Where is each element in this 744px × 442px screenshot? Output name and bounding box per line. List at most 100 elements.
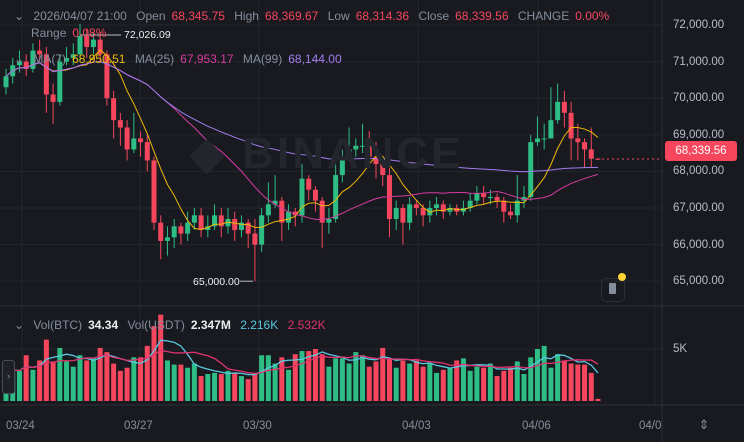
volume-tick: 5K — [673, 343, 688, 355]
volume-bar — [575, 364, 581, 401]
candle-body — [373, 156, 379, 165]
volume-bar — [185, 367, 191, 401]
price-tick: 66,000.00 — [673, 238, 725, 251]
volume-bar — [299, 351, 305, 401]
volume-bar — [555, 354, 561, 401]
candle-body — [312, 189, 318, 201]
candle-body — [138, 138, 144, 143]
volume-bar — [212, 372, 218, 401]
candle-body — [131, 138, 137, 150]
candle-body — [151, 160, 157, 223]
volume-bar — [521, 373, 527, 401]
candle-body — [50, 94, 56, 102]
volume-bar — [306, 351, 312, 401]
volume-bar — [164, 360, 170, 401]
volume-bar — [259, 355, 265, 401]
volume-bar — [97, 347, 103, 401]
volume-bar — [514, 361, 520, 401]
candle-body — [514, 200, 520, 216]
candle-body — [178, 226, 184, 234]
volume-bar — [312, 349, 318, 401]
candle-body — [467, 200, 473, 208]
volume-bar — [326, 366, 332, 401]
candle-body — [191, 215, 197, 223]
volume-bar — [400, 360, 406, 401]
ma99-label: MA(99) — [242, 52, 283, 66]
volume-bar — [23, 355, 29, 401]
chevron-down-icon[interactable]: ⌄ — [14, 9, 25, 23]
candle-body — [16, 61, 22, 66]
chevron-down-icon[interactable]: ⌄ — [14, 318, 25, 332]
volume-bar — [286, 369, 292, 401]
volume-bar — [57, 347, 63, 401]
candle-body — [23, 61, 29, 69]
volume-bar — [138, 357, 144, 401]
candle-body — [171, 226, 177, 238]
candle-body — [413, 204, 419, 208]
candle-body — [272, 200, 278, 205]
candle-body — [279, 200, 285, 223]
volume-bar — [252, 373, 258, 401]
volume-bar — [393, 367, 399, 401]
volume-bar — [339, 358, 345, 401]
volume-bar — [178, 364, 184, 401]
candle-body — [548, 120, 554, 139]
volume-bar — [467, 370, 473, 401]
vol-btc-label: Vol(BTC) — [33, 318, 83, 332]
volume-bar — [420, 366, 426, 401]
candle-body — [232, 218, 238, 230]
candle-body — [198, 215, 204, 230]
candle-body — [212, 215, 218, 227]
candle-body — [353, 145, 359, 150]
volume-bar — [265, 355, 271, 401]
date-tick: 03/24 — [6, 420, 35, 432]
volume-bar — [501, 370, 507, 401]
candle-body — [30, 50, 36, 69]
candle-body — [299, 178, 305, 216]
candle-body — [333, 175, 339, 219]
candle-body — [104, 54, 110, 99]
volume-bar — [561, 360, 567, 401]
price-tick: 69,000.00 — [673, 128, 725, 141]
binance-watermark: ◆ BINANCE — [190, 129, 464, 178]
volume-bar — [407, 363, 413, 401]
candle-body — [326, 218, 332, 223]
candle-body — [124, 127, 130, 150]
volume-bar — [541, 345, 547, 401]
min-price-annotation: 65,000.00 — [193, 276, 240, 288]
candle-datetime: 2026/04/07 21:00 — [33, 9, 127, 23]
ma7-label: MA(7) — [33, 52, 67, 66]
volume-ma10-line — [5, 349, 599, 374]
candle-body — [97, 39, 103, 55]
candle-body — [582, 142, 588, 150]
volume-bar — [90, 358, 96, 401]
volume-bar — [245, 379, 251, 401]
low-value: 68,314.36 — [355, 9, 410, 23]
expand-panel-button[interactable]: › — [2, 360, 15, 394]
volume-bar — [117, 370, 123, 401]
scale-reset-icon[interactable]: ⇕ — [698, 417, 710, 432]
candle-body — [259, 215, 265, 245]
volume-bar — [30, 369, 36, 401]
volume-bar — [588, 372, 594, 401]
candle-body — [494, 197, 500, 201]
volume-bar — [440, 369, 446, 401]
date-tick: 03/27 — [124, 420, 153, 432]
volume-bar — [568, 363, 574, 401]
candle-body — [43, 54, 49, 95]
chevron-down-icon[interactable]: ⌄ — [14, 52, 25, 66]
candle-body — [84, 35, 90, 47]
close-label: Close — [418, 9, 450, 23]
price-tick: 71,000.00 — [673, 55, 725, 68]
volume-bar — [427, 363, 433, 401]
ma25-value: 67,953.17 — [180, 52, 234, 66]
volume-bar — [131, 357, 137, 401]
candle-body — [360, 145, 366, 147]
volume-bar — [16, 370, 22, 401]
price-tick: 68,000.00 — [673, 165, 725, 178]
order-book-toggle-button[interactable] — [601, 273, 626, 302]
candle-body — [286, 211, 292, 223]
candle-body — [501, 200, 507, 212]
candle-body — [64, 57, 70, 62]
